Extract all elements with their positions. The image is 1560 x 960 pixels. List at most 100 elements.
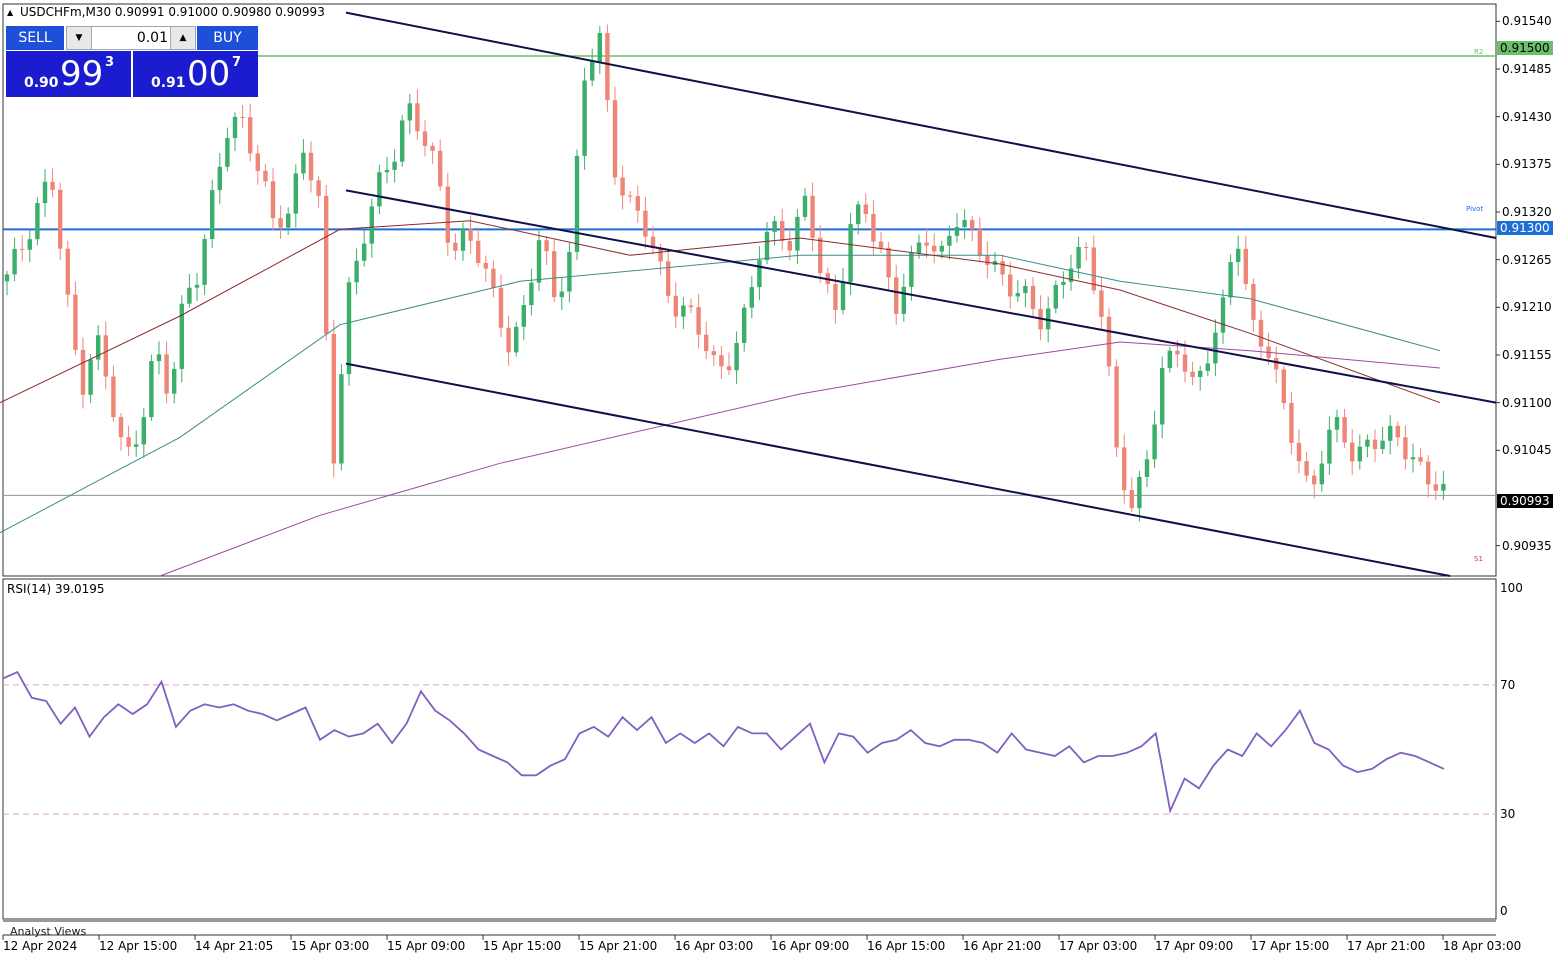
candle-body (491, 268, 496, 288)
candle-body (118, 417, 124, 438)
candle-body (863, 204, 868, 215)
time-axis-label: 15 Apr 15:00 (483, 939, 562, 953)
candle-body (42, 181, 48, 204)
time-axis-label: 16 Apr 15:00 (867, 939, 946, 953)
sell-price-sup: 3 (105, 55, 115, 70)
candle-body (711, 351, 716, 356)
time-axis-label: 16 Apr 09:00 (771, 939, 850, 953)
candle-body (103, 335, 108, 377)
candle-body (901, 286, 906, 314)
candle-body (1144, 459, 1150, 477)
candle-body (544, 240, 549, 252)
candle-body (726, 366, 732, 371)
candle-body (255, 153, 260, 171)
r2-price-tag: 0.91500 (1497, 41, 1553, 55)
one-click-trading-panel: SELL ▼ ▲ BUY 0.90 99 3 0.91 00 7 (6, 26, 258, 97)
lot-increase-icon[interactable]: ▲ (170, 27, 195, 49)
sell-button[interactable]: SELL (6, 26, 64, 50)
candle-body (149, 361, 154, 418)
candle-body (1372, 439, 1378, 450)
rsi-axis-label: 30 (1500, 807, 1516, 822)
candle-body (802, 195, 808, 217)
candle-body (1106, 316, 1112, 367)
moving-average-purple (159, 341, 1441, 577)
candle-body (1000, 261, 1005, 275)
candle-body (1365, 439, 1370, 447)
candle-body (1388, 425, 1393, 441)
candle-body (134, 444, 139, 447)
candle-body (460, 228, 466, 251)
candle-body (1122, 447, 1127, 491)
candle-body (1243, 248, 1248, 284)
candle-body (909, 252, 914, 287)
rsi-line (2, 670, 1445, 814)
candle-body (263, 170, 268, 182)
lot-decrease-icon[interactable]: ▼ (67, 27, 92, 49)
candle-body (605, 32, 610, 101)
candle-body (970, 219, 975, 230)
rsi-axis-label: 70 (1500, 677, 1516, 692)
candle-body (331, 333, 336, 464)
candle-body (400, 120, 405, 162)
candle-body (316, 180, 321, 196)
channel-line-2[interactable] (345, 189, 1497, 404)
candle-body (521, 305, 526, 327)
candle-body (20, 248, 25, 250)
candle-body (954, 226, 960, 236)
candle-body (1091, 247, 1096, 291)
candle-body (1175, 350, 1180, 355)
candle-body (1403, 437, 1408, 460)
candle-body (1205, 363, 1210, 371)
candle-body (1236, 248, 1241, 263)
candle-body (1304, 461, 1309, 476)
channel-line-3[interactable] (345, 362, 1451, 577)
candle-body (1114, 366, 1119, 448)
candle-body (179, 303, 184, 369)
candle-body (734, 342, 739, 371)
candle-body (947, 235, 952, 246)
price-axis-label: 0.91155 (1502, 348, 1552, 362)
candle-body (1030, 285, 1036, 309)
candle-body (96, 335, 101, 360)
candle-body (202, 239, 207, 285)
candle-body (286, 213, 291, 228)
candle-body (962, 219, 967, 227)
buy-button[interactable]: BUY (197, 26, 258, 50)
rsi-pane-frame (2, 578, 1497, 920)
candle-body (894, 277, 899, 314)
candle-body (582, 80, 587, 156)
candle-body (1015, 293, 1020, 297)
candle-body (643, 210, 648, 237)
buy-quote[interactable]: 0.91 00 7 (133, 51, 258, 97)
lot-size-input[interactable] (92, 28, 172, 48)
pivot-level-label: Pivot (1466, 205, 1484, 213)
candle-body (1068, 268, 1074, 282)
candle-body (445, 186, 450, 243)
candle-body (308, 152, 314, 181)
candle-body (50, 181, 55, 190)
price-axis-label: 0.91045 (1502, 443, 1552, 458)
candle-body (757, 260, 762, 288)
candle-body (780, 221, 785, 242)
lot-size-control: ▼ ▲ (66, 26, 196, 50)
candle-body (886, 247, 891, 278)
time-axis-label: 16 Apr 03:00 (675, 939, 754, 953)
candle-body (354, 260, 359, 283)
rsi-axis-label: 100 (1500, 581, 1523, 595)
channel-line-1[interactable] (345, 11, 1497, 239)
price-axis-label: 0.91100 (1502, 395, 1552, 410)
sell-quote[interactable]: 0.90 99 3 (6, 51, 131, 97)
candle-body (620, 177, 625, 196)
candle-body (27, 239, 32, 250)
candle-body (1061, 281, 1066, 285)
time-axis-label: 17 Apr 15:00 (1251, 939, 1330, 953)
candle-body (1410, 457, 1416, 460)
candle-body (833, 284, 838, 311)
r2-level-label: R2 (1474, 48, 1484, 56)
candle-body (232, 116, 238, 139)
candle-body (187, 287, 192, 304)
candle-body (369, 206, 374, 244)
candle-body (590, 61, 595, 81)
